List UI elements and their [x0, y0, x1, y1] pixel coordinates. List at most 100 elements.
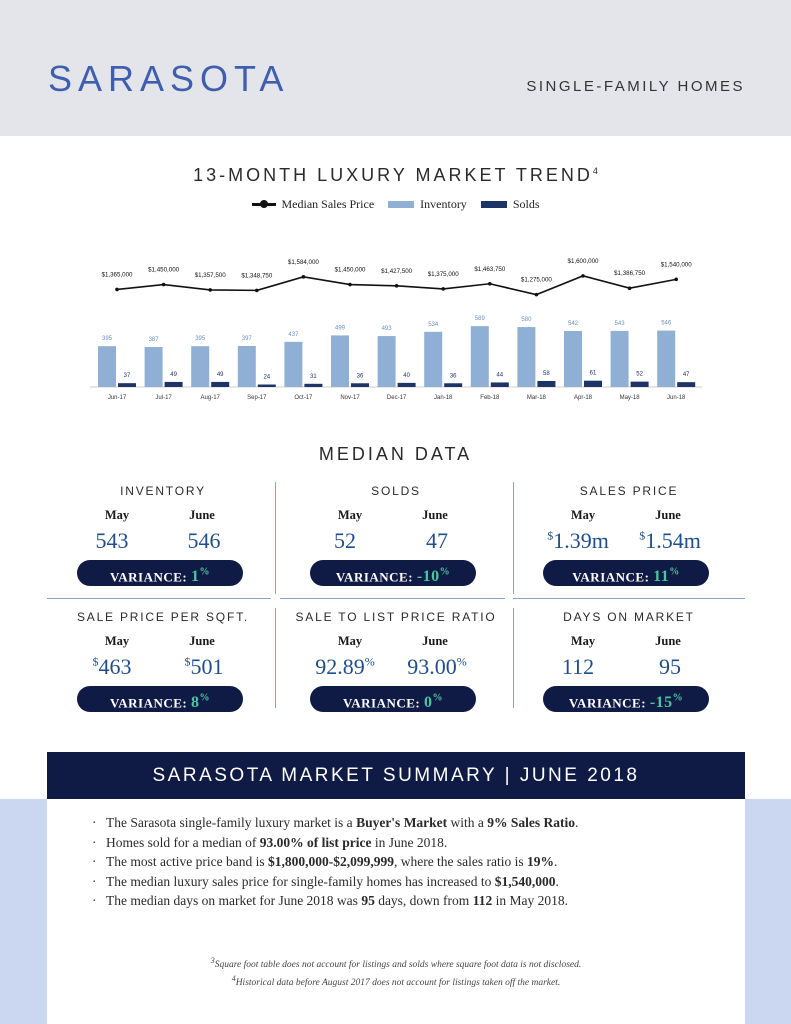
solds-bar — [257, 384, 276, 387]
inventory-bar — [424, 331, 443, 387]
summary-highlight: $1,540,000 — [494, 873, 556, 889]
median-price-label: $1,375,000 — [428, 271, 460, 278]
variance-unit: % — [672, 693, 684, 704]
summary-bullet: The median luxury sales price for single… — [92, 874, 732, 890]
value-number: 95 — [659, 654, 681, 679]
month-prev-label: May — [570, 634, 596, 648]
row-divider — [513, 598, 745, 599]
solds-bar — [584, 380, 602, 387]
value-number: 112 — [561, 654, 595, 679]
solds-data-label: 49 — [170, 372, 177, 378]
variance-value: -10% — [416, 567, 451, 586]
solds-bar — [304, 383, 323, 387]
solds-bar — [630, 381, 649, 387]
median-price-point — [301, 275, 306, 279]
x-tick-label: Feb-18 — [480, 395, 500, 401]
median-price-point — [348, 282, 352, 287]
inventory-data-label: 395 — [195, 336, 206, 342]
metric-cell: SALE PRICE PER SQFT. May June $463 $501 VARIA… — [47, 608, 279, 734]
inventory-bar — [98, 346, 116, 387]
summary-highlight: Buyer's Market — [356, 815, 448, 830]
summary-highlight: 9% Sales Ratio — [487, 815, 576, 830]
metric-cell: SOLDS May June 52 47 VARIANCE: -10% — [280, 482, 512, 608]
summary-title: SARASOTA MARKET SUMMARY | JUNE 2018 — [47, 752, 745, 799]
x-tick-label: Oct-17 — [294, 395, 313, 401]
summary-text: The median luxury sales price for single… — [106, 873, 495, 889]
solds-bar — [351, 383, 369, 387]
summary-text: The median days on market for June 2018 … — [106, 893, 362, 908]
variance-value: 0% — [423, 693, 443, 712]
inventory-bar — [191, 346, 210, 387]
value-number: 546 — [187, 528, 221, 553]
metric-cell: SALES PRICE May June $1.39m $1.54m VARIANCE: … — [513, 482, 745, 608]
footnote: 4Historical data before August 2017 does… — [47, 972, 745, 990]
solds-data-label: 52 — [636, 372, 643, 378]
metric-label: SALES PRICE — [579, 484, 679, 498]
variance-badge: VARIANCE: -15% — [543, 686, 709, 712]
month-prev-label: May — [337, 634, 363, 648]
month-curr-label: June — [189, 634, 215, 648]
market-trend-chart: 395 37 Jun-17 387 49 Jul-17 395 49 Aug-17 397 24 Se… — [90, 258, 702, 401]
legend-inventory-label: Inventory — [420, 197, 467, 211]
variance-value: 8% — [190, 693, 210, 712]
solds-data-label: 36 — [357, 373, 364, 379]
variance-unit: % — [669, 567, 680, 578]
metric-cell: SALE TO LIST PRICE RATIO May June 92.89% 93.… — [280, 608, 512, 734]
variance-badge: VARIANCE: 8% — [77, 686, 243, 712]
column-divider — [513, 482, 514, 594]
value-number: 463 — [98, 654, 132, 679]
summary-text: The Sarasota single-family luxury market… — [106, 815, 357, 830]
value-prev: $463 — [57, 654, 167, 680]
solds-data-label: 31 — [310, 374, 317, 380]
summary-bullets: The Sarasota single-family luxury market… — [92, 815, 732, 913]
variance-badge: VARIANCE: -10% — [310, 560, 476, 586]
inventory-data-label: 542 — [568, 321, 579, 327]
solds-data-label: 61 — [590, 371, 597, 377]
median-price-point — [115, 287, 119, 292]
summary-text: with a — [447, 815, 488, 830]
value-number: 52 — [334, 528, 356, 553]
month-prev-label: May — [104, 634, 130, 648]
median-price-point — [208, 288, 212, 292]
solds-bar — [444, 383, 463, 387]
solds-bar — [118, 383, 136, 387]
currency-symbol: $ — [639, 528, 646, 543]
value-curr: 47 — [382, 528, 492, 554]
footnotes: 3Square foot table does not account for … — [47, 954, 745, 990]
summary-text: in May 2018. — [492, 893, 568, 908]
median-price-label: $1,357,500 — [195, 272, 227, 279]
chart-title: 13-MONTH LUXURY MARKET TREND4 — [0, 165, 791, 186]
summary-bullet: The Sarasota single-family luxury market… — [92, 815, 732, 831]
value-curr: 95 — [615, 654, 725, 680]
variance-label: VARIANCE: — [110, 695, 191, 711]
row-divider — [47, 598, 271, 599]
month-prev-label: May — [570, 508, 596, 522]
median-price-label: $1,275,000 — [521, 277, 553, 284]
inventory-bar — [284, 341, 303, 387]
median-price-label: $1,386,750 — [614, 270, 646, 277]
value-prev: $1.39m — [523, 528, 633, 554]
chart-legend: Median Sales Price Inventory Solds — [0, 197, 791, 212]
median-price-label: $1,540,000 — [661, 261, 693, 268]
inventory-bar — [331, 335, 349, 387]
month-curr-label: June — [422, 634, 448, 648]
solds-bar — [490, 382, 509, 387]
legend-median-swatch — [251, 200, 276, 208]
inventory-bar — [144, 347, 163, 387]
variance-badge: VARIANCE: 1% — [77, 560, 243, 586]
median-price-point — [255, 288, 259, 293]
solds-data-label: 40 — [403, 373, 410, 379]
value-curr: 546 — [149, 528, 259, 554]
x-tick-label: Dec-17 — [387, 395, 407, 401]
inventory-bar — [657, 330, 676, 387]
legend-inventory-swatch — [388, 201, 415, 208]
summary-bullet: The most active price band is $1,800,000… — [92, 854, 732, 870]
footnote-text: Square foot table does not account for l… — [214, 960, 582, 971]
currency-symbol: $ — [547, 528, 554, 543]
value-number: 92.89 — [315, 654, 365, 679]
month-curr-label: June — [422, 508, 448, 522]
median-price-point — [488, 281, 492, 286]
x-tick-label: Nov-17 — [340, 395, 360, 401]
x-tick-label: Jun-17 — [108, 395, 127, 401]
solds-data-label: 47 — [683, 372, 690, 378]
